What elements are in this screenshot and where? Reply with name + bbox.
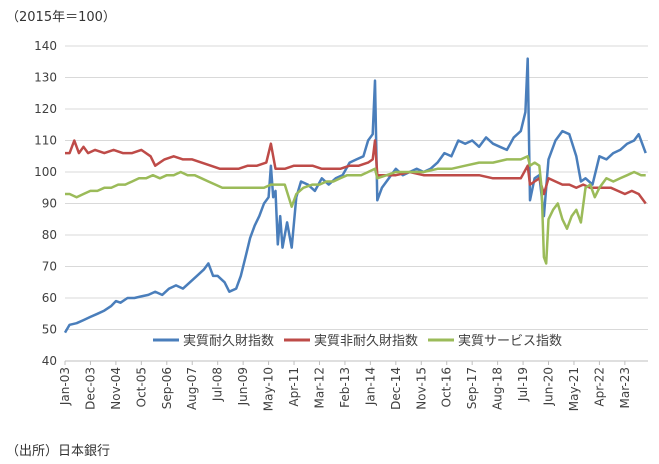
x-tick-label: Dec-03 [83, 367, 97, 410]
y-tick-label: 140 [34, 39, 57, 53]
unit-label: （2015年＝100） [6, 10, 116, 25]
series-line-1 [63, 57, 647, 334]
y-tick-label: 120 [34, 102, 57, 116]
series-line-3 [65, 155, 646, 265]
x-tick-label: Dec-14 [389, 367, 403, 410]
x-tick-label: May-21 [567, 367, 581, 411]
series-line-2 [65, 139, 647, 205]
x-tick-label: Jan-14 [363, 367, 377, 406]
x-tick-label: Oct-16 [440, 367, 454, 407]
x-tick-label: Aug-18 [491, 367, 505, 410]
y-tick-label: 90 [42, 197, 57, 211]
legend-label: 実質サービス指数 [458, 333, 562, 349]
y-tick-label: 40 [42, 354, 57, 368]
legend-label: 実質耐久財指数 [183, 333, 274, 349]
x-tick-label: Apr-11 [287, 367, 301, 407]
x-tick-label: Apr-22 [592, 367, 606, 407]
y-tick-label: 70 [42, 260, 57, 274]
y-tick-label: 60 [42, 291, 57, 305]
y-tick-label: 80 [42, 228, 57, 242]
x-tick-label: Mar-23 [618, 367, 632, 408]
x-tick-label: Jul-08 [211, 367, 225, 402]
x-tick-label: May-10 [262, 367, 276, 411]
y-tick-label: 110 [34, 134, 57, 148]
y-tick-label: 130 [34, 71, 57, 85]
x-tick-label: Nov-04 [109, 367, 123, 410]
y-tick-label: 50 [42, 323, 57, 337]
x-tick-label: Jul-19 [516, 367, 530, 402]
x-tick-label: Feb-13 [338, 367, 352, 408]
x-tick-label: Aug-07 [185, 367, 199, 410]
x-tick-label: Sep-06 [160, 367, 174, 409]
x-tick-label: Sep-17 [465, 367, 479, 409]
x-tick-label: Jun-09 [236, 367, 250, 406]
legend-label: 実質非耐久財指数 [314, 333, 418, 349]
source-label: （出所）日本銀行 [6, 444, 111, 459]
x-tick-label: Nov-15 [414, 367, 428, 410]
x-tick-label: Jan-03 [58, 367, 72, 406]
x-tick-label: Jun-20 [542, 367, 556, 406]
x-tick-label: Mar-12 [312, 367, 326, 408]
x-tick-label: Oct-05 [134, 367, 148, 407]
y-tick-label: 100 [34, 165, 57, 179]
